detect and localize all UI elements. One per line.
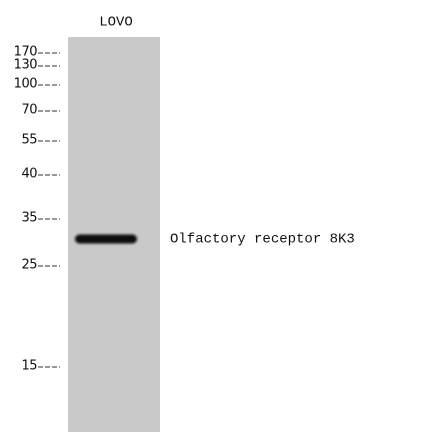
marker-label: 70 <box>21 103 37 118</box>
marker-label: 40 <box>21 167 37 182</box>
marker-label: 130 <box>14 58 38 73</box>
marker-label: 35 <box>21 211 37 226</box>
marker-label: 55 <box>21 133 37 148</box>
western-blot: LOVO Olfactory receptor 8K3 170130100705… <box>0 0 433 432</box>
band <box>75 235 137 244</box>
band-label: Olfactory receptor 8K3 <box>170 232 355 248</box>
marker-label: 15 <box>21 359 37 374</box>
marker-label: 100 <box>14 77 38 92</box>
lane-label: LOVO <box>99 15 133 31</box>
marker-label: 25 <box>21 258 37 273</box>
